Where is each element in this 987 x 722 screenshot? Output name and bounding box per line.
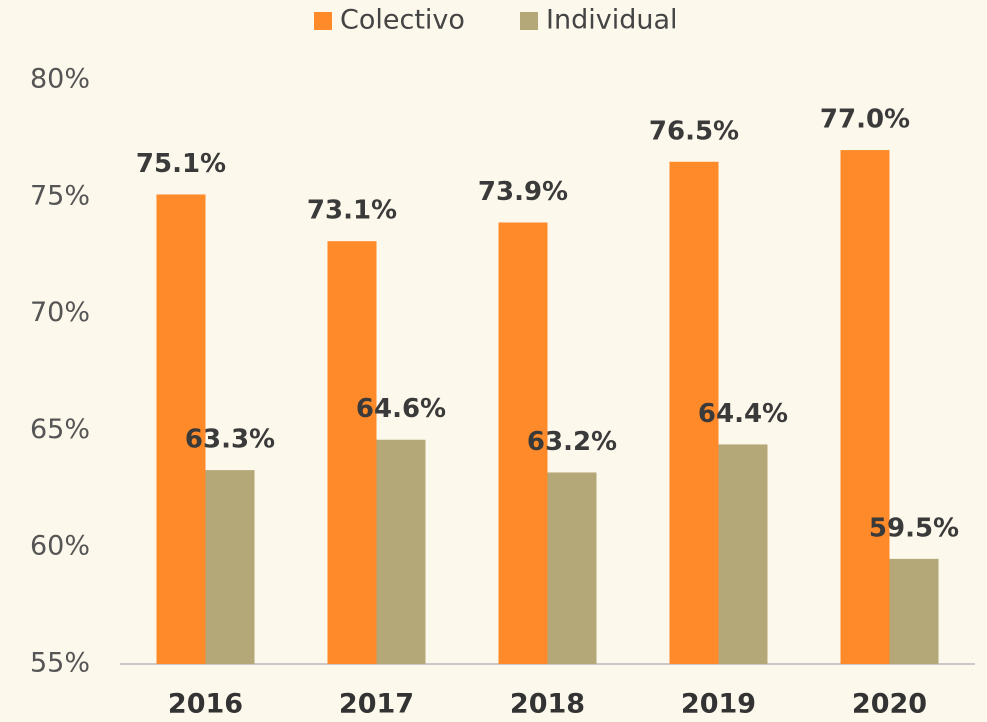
legend-swatch	[520, 12, 538, 30]
bar	[327, 241, 377, 664]
y-tick-label: 70%	[30, 297, 90, 328]
x-tick-label: 2019	[681, 689, 756, 720]
x-tick-label: 2020	[852, 689, 927, 720]
data-label: 63.3%	[185, 425, 275, 455]
y-tick-label: 55%	[30, 648, 90, 679]
data-label: 77.0%	[820, 105, 910, 135]
data-label: 76.5%	[649, 116, 739, 146]
y-tick-label: 75%	[30, 180, 90, 211]
y-tick-label: 60%	[30, 531, 90, 562]
y-tick-label: 80%	[30, 64, 90, 95]
bar	[205, 470, 255, 664]
data-label: 63.2%	[527, 427, 617, 457]
bar	[376, 439, 426, 664]
x-tick-label: 2017	[339, 689, 414, 720]
bar	[547, 472, 597, 664]
x-tick-label: 2016	[168, 689, 243, 720]
bar	[669, 161, 719, 664]
y-tick-label: 65%	[30, 414, 90, 445]
data-label: 73.1%	[307, 196, 397, 226]
bar	[718, 444, 768, 664]
data-label: 73.9%	[478, 177, 568, 207]
data-label: 64.6%	[356, 394, 446, 424]
data-label: 64.4%	[698, 399, 788, 429]
data-label: 75.1%	[136, 149, 226, 179]
legend-label: Individual	[546, 5, 678, 36]
data-label: 59.5%	[869, 513, 959, 543]
bar	[156, 194, 206, 665]
legend-swatch	[314, 12, 332, 30]
bar	[498, 222, 548, 664]
bar	[840, 150, 890, 664]
x-tick-label: 2018	[510, 689, 585, 720]
bar	[889, 558, 939, 664]
legend-label: Colectivo	[340, 5, 465, 36]
